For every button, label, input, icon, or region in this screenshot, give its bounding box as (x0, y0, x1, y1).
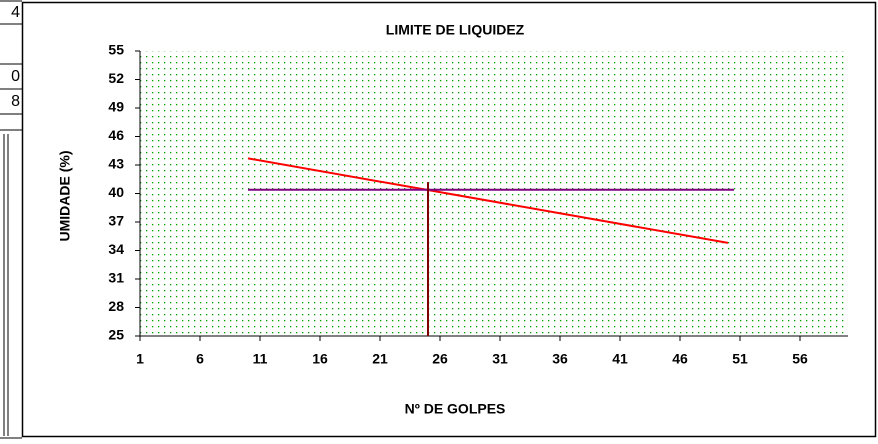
chart-title: LIMITE DE LIQUIDEZ (386, 22, 525, 38)
plot-area (140, 51, 848, 336)
y-tick-label: 28 (108, 298, 124, 314)
y-tick-label: 34 (108, 241, 124, 257)
x-axis-label: Nº DE GOLPES (405, 401, 506, 417)
edge-cell: 0 (11, 68, 20, 85)
x-tick-label: 1 (136, 351, 144, 367)
x-tick-label: 51 (732, 351, 748, 367)
x-tick-label: 56 (792, 351, 808, 367)
y-tick-label: 52 (108, 70, 124, 86)
y-tick-label: 46 (108, 127, 124, 143)
x-tick-label: 16 (312, 351, 328, 367)
x-tick-label: 6 (196, 351, 204, 367)
y-tick-label: 37 (108, 213, 124, 229)
x-tick-label: 36 (552, 351, 568, 367)
y-tick-label: 43 (108, 156, 124, 172)
edge-table: 4 0 8 (0, 0, 22, 439)
y-tick-label: 49 (108, 99, 124, 115)
y-tick-label: 40 (108, 184, 124, 200)
y-axis-label: UMIDADE (%) (57, 151, 73, 242)
x-tick-label: 31 (492, 351, 508, 367)
edge-cell: 4 (11, 4, 20, 21)
x-tick-label: 46 (672, 351, 688, 367)
y-tick-label: 25 (108, 327, 124, 343)
data-line (247, 157, 729, 244)
x-tick-label: 11 (253, 351, 268, 367)
x-tick-label: 26 (432, 351, 448, 367)
edge-cell: 8 (11, 93, 20, 110)
x-tick-label: 41 (612, 351, 628, 367)
y-tick-label: 31 (108, 270, 124, 286)
x-tick-label: 21 (372, 351, 388, 367)
y-tick-label: 55 (108, 42, 124, 58)
